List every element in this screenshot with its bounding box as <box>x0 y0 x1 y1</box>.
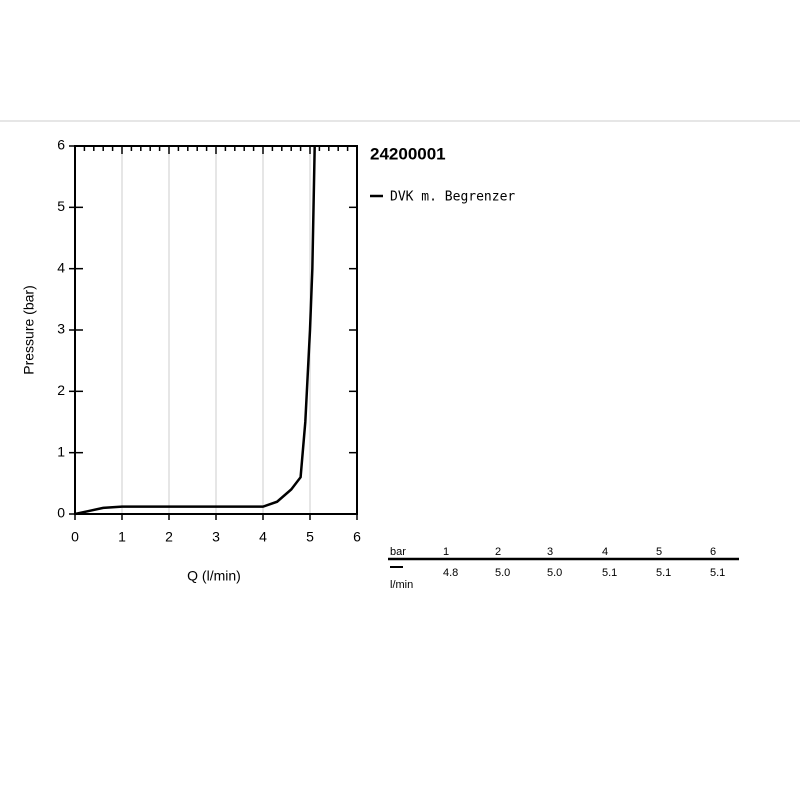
legend-label: DVK m. Begrenzer <box>390 190 515 205</box>
x-tick-label: 1 <box>118 529 126 545</box>
x-tick-label: 5 <box>306 529 314 545</box>
y-axis-label: Pressure (bar) <box>21 285 37 374</box>
x-tick-label: 3 <box>212 529 220 545</box>
data-line <box>74 145 316 516</box>
chart-title: 24200001 <box>370 144 446 163</box>
x-tick-label: 2 <box>165 529 173 545</box>
y-tick-label: 4 <box>57 259 65 275</box>
y-tick-label: 1 <box>57 443 65 459</box>
table-header: 5 <box>656 546 662 558</box>
y-tick-label: 0 <box>57 505 65 521</box>
table-header: 2 <box>495 546 501 558</box>
table-cell: 5.1 <box>602 567 617 579</box>
y-tick-label: 5 <box>57 198 65 214</box>
table-cell: 4.8 <box>443 567 458 579</box>
table-unit: l/min <box>390 579 413 591</box>
x-tick-label: 6 <box>353 529 361 545</box>
y-tick-label: 6 <box>57 137 65 153</box>
x-tick-label: 4 <box>259 529 267 545</box>
table-cell: 5.0 <box>547 567 562 579</box>
x-tick-label: 0 <box>71 529 79 545</box>
y-tick-label: 2 <box>57 382 65 398</box>
table-cell: 5.1 <box>710 567 725 579</box>
table-header: 1 <box>443 546 449 558</box>
table-cell: 5.1 <box>656 567 671 579</box>
table-header: 4 <box>602 546 608 558</box>
x-axis-label: Q (l/min) <box>187 568 241 584</box>
y-tick-label: 3 <box>57 321 65 337</box>
plot-frame <box>74 145 358 515</box>
table-cell: 5.0 <box>495 567 510 579</box>
table-header: 3 <box>547 546 553 558</box>
table-header: bar <box>390 546 406 558</box>
table-header: 6 <box>710 546 716 558</box>
